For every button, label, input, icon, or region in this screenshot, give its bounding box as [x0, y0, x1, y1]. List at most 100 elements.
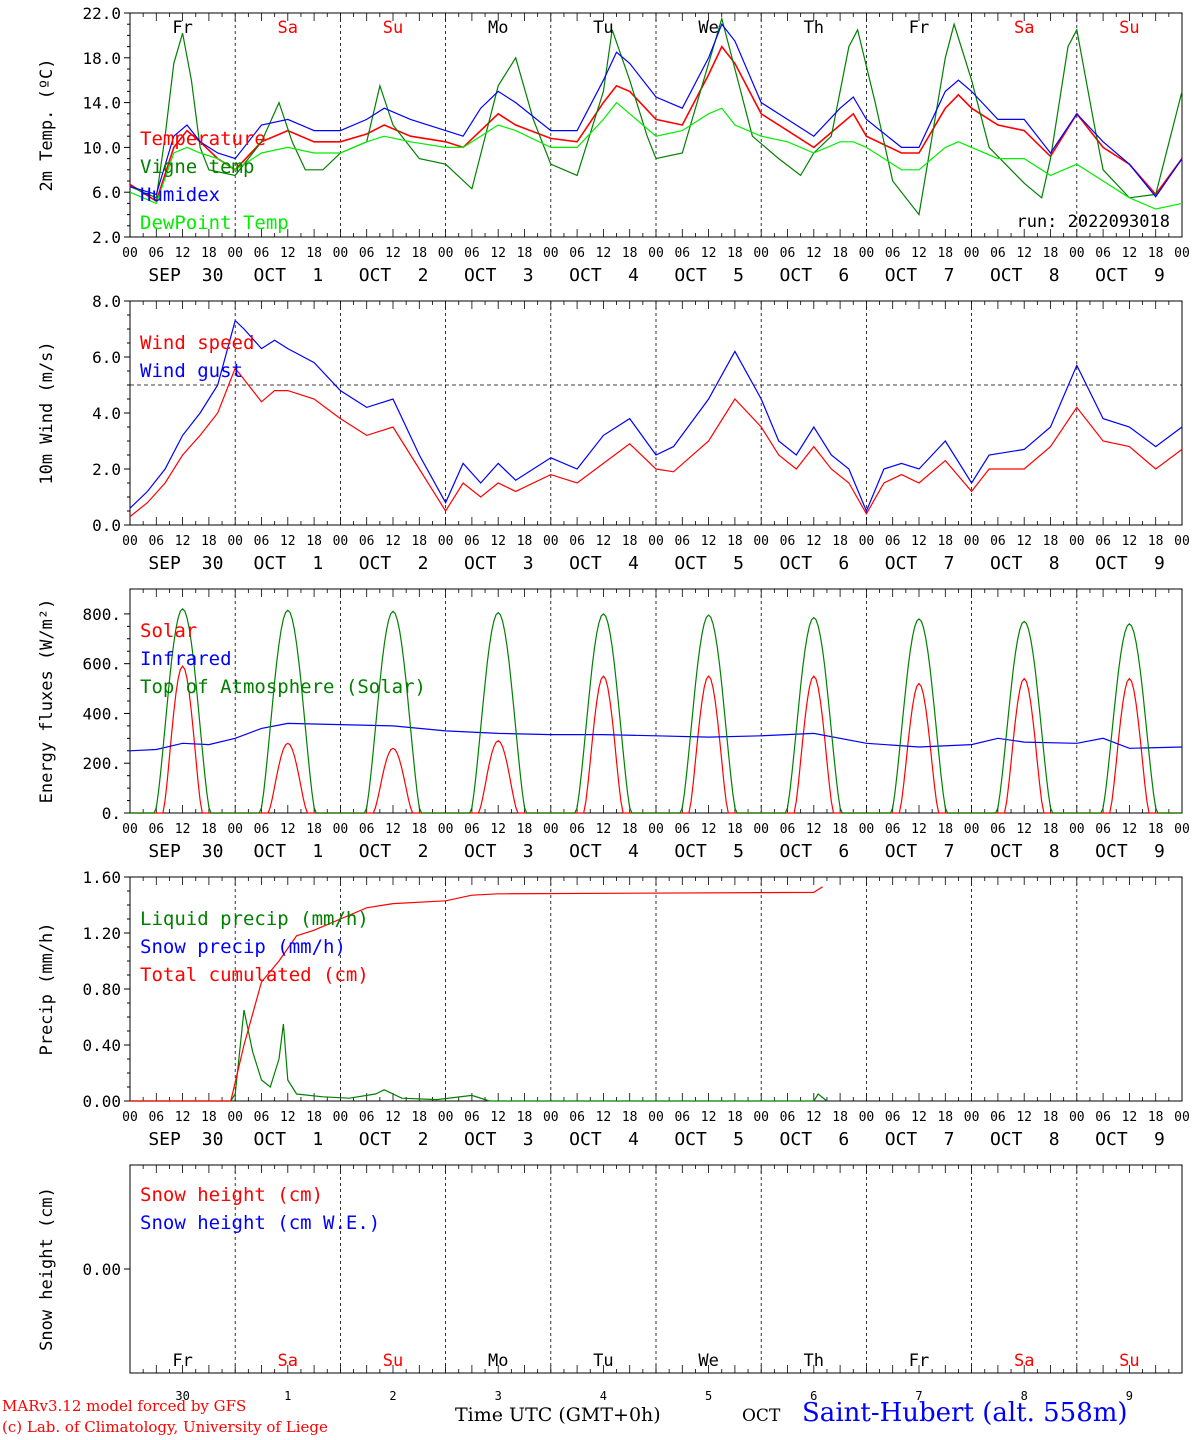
hour-label: 00	[543, 822, 559, 837]
hour-label: 18	[201, 1110, 217, 1125]
hour-label: 12	[490, 246, 506, 261]
hour-label: 06	[1095, 534, 1111, 549]
y-tick-label: 0.00	[82, 1092, 121, 1111]
day-date-label: 6	[838, 265, 849, 286]
weekday-label: Fr	[172, 18, 192, 38]
hour-label: 06	[780, 534, 796, 549]
day-date-label: 5	[733, 265, 744, 286]
hour-label: 00	[753, 534, 769, 549]
legend-entry: Wind gust	[140, 360, 243, 382]
day-date-label: 6	[838, 1129, 849, 1150]
hour-label: 12	[806, 246, 822, 261]
legend-entry: Solar	[140, 620, 197, 642]
legend-entry: Wind speed	[140, 332, 254, 354]
day-month-label: OCT	[569, 841, 602, 862]
hour-label: 06	[254, 246, 270, 261]
hour-label: 18	[1148, 822, 1164, 837]
weekday-label: Mo	[488, 18, 508, 38]
hour-label: 00	[438, 534, 454, 549]
hour-label: 00	[648, 534, 664, 549]
hour-label: 00	[122, 534, 138, 549]
day-date-label: 3	[523, 553, 534, 574]
hour-label: 06	[254, 822, 270, 837]
day-date-label: 1	[312, 265, 323, 286]
day-date-label: 8	[1049, 265, 1060, 286]
hour-label: 06	[254, 534, 270, 549]
hour-label: 12	[1016, 822, 1032, 837]
hour-label: 18	[727, 1110, 743, 1125]
hour-label: 18	[306, 246, 322, 261]
y-tick-label: 2.0	[92, 228, 121, 247]
hour-label: 00	[1069, 822, 1085, 837]
weekday-label: Th	[804, 18, 824, 38]
hour-label: 06	[1095, 822, 1111, 837]
date-label: 6	[810, 1389, 817, 1403]
series-line-infrared	[129, 722, 1183, 752]
hour-label: 18	[937, 534, 953, 549]
hour-label: 18	[411, 246, 427, 261]
hour-label: 18	[832, 1110, 848, 1125]
weekday-label: Mo	[488, 1351, 508, 1371]
legend-entry: Liquid precip (mm/h)	[140, 908, 369, 930]
hour-label: 06	[254, 1110, 270, 1125]
hour-label: 06	[885, 1110, 901, 1125]
hour-label: 00	[543, 246, 559, 261]
hour-label: 12	[490, 822, 506, 837]
y-tick-label: 0.0	[92, 516, 121, 535]
day-date-label: 8	[1049, 1129, 1060, 1150]
hour-label: 00	[1069, 246, 1085, 261]
hour-label: 18	[832, 534, 848, 549]
hour-label: 12	[280, 822, 296, 837]
hour-label: 00	[1174, 822, 1190, 837]
panel-3: 0. 200. 400. 600. 800. Energy fluxes (W/m²) 00…	[37, 588, 1190, 862]
day-date-label: 9	[1154, 265, 1165, 286]
hour-label: 18	[832, 822, 848, 837]
y-tick-label: 800.	[82, 605, 121, 624]
day-date-label: 1	[312, 841, 323, 862]
day-date-label: 8	[1049, 553, 1060, 574]
hour-label: 18	[622, 534, 638, 549]
hour-label: 18	[306, 822, 322, 837]
plot-frame	[129, 588, 1183, 814]
weekday-label: We	[698, 18, 718, 38]
hour-label: 18	[727, 822, 743, 837]
day-month-label: OCT	[780, 841, 813, 862]
day-date-label: 7	[944, 553, 955, 574]
hour-label: 00	[1174, 534, 1190, 549]
hour-label: 06	[885, 822, 901, 837]
day-date-label: 30	[202, 265, 224, 286]
day-month-label: OCT	[254, 265, 287, 286]
day-date-label: 3	[523, 841, 534, 862]
y-tick-label: 4.0	[92, 404, 121, 423]
day-date-label: 5	[733, 1129, 744, 1150]
hour-label: 00	[1069, 534, 1085, 549]
legend-entry: Snow height (cm)	[140, 1184, 323, 1206]
hour-label: 06	[359, 534, 375, 549]
weekday-label: Sa	[1014, 18, 1034, 38]
hour-label: 12	[1016, 246, 1032, 261]
day-date-label: 30	[202, 553, 224, 574]
day-date-label: 9	[1154, 841, 1165, 862]
hour-label: 06	[464, 822, 480, 837]
hour-label: 12	[701, 246, 717, 261]
x-axis-month: OCT	[742, 1406, 781, 1426]
day-date-label: 2	[418, 841, 429, 862]
day-month-label: OCT	[674, 1129, 707, 1150]
weekday-label: Su	[1119, 18, 1139, 38]
weekday-label: Sa	[278, 1351, 298, 1371]
day-month-label: OCT	[464, 265, 497, 286]
hour-label: 06	[464, 1110, 480, 1125]
hour-label: 00	[964, 822, 980, 837]
date-label: 7	[915, 1389, 922, 1403]
y-axis-label: 10m Wind (m/s)	[37, 341, 57, 484]
y-tick-label: 600.	[82, 655, 121, 674]
day-month-label: OCT	[1095, 265, 1128, 286]
day-month-label: OCT	[990, 1129, 1023, 1150]
day-date-label: 6	[838, 841, 849, 862]
hour-label: 06	[780, 1110, 796, 1125]
hour-label: 12	[911, 534, 927, 549]
legend-entry: Vigne temp	[140, 156, 254, 178]
hour-label: 00	[333, 1110, 349, 1125]
day-month-label: OCT	[569, 265, 602, 286]
